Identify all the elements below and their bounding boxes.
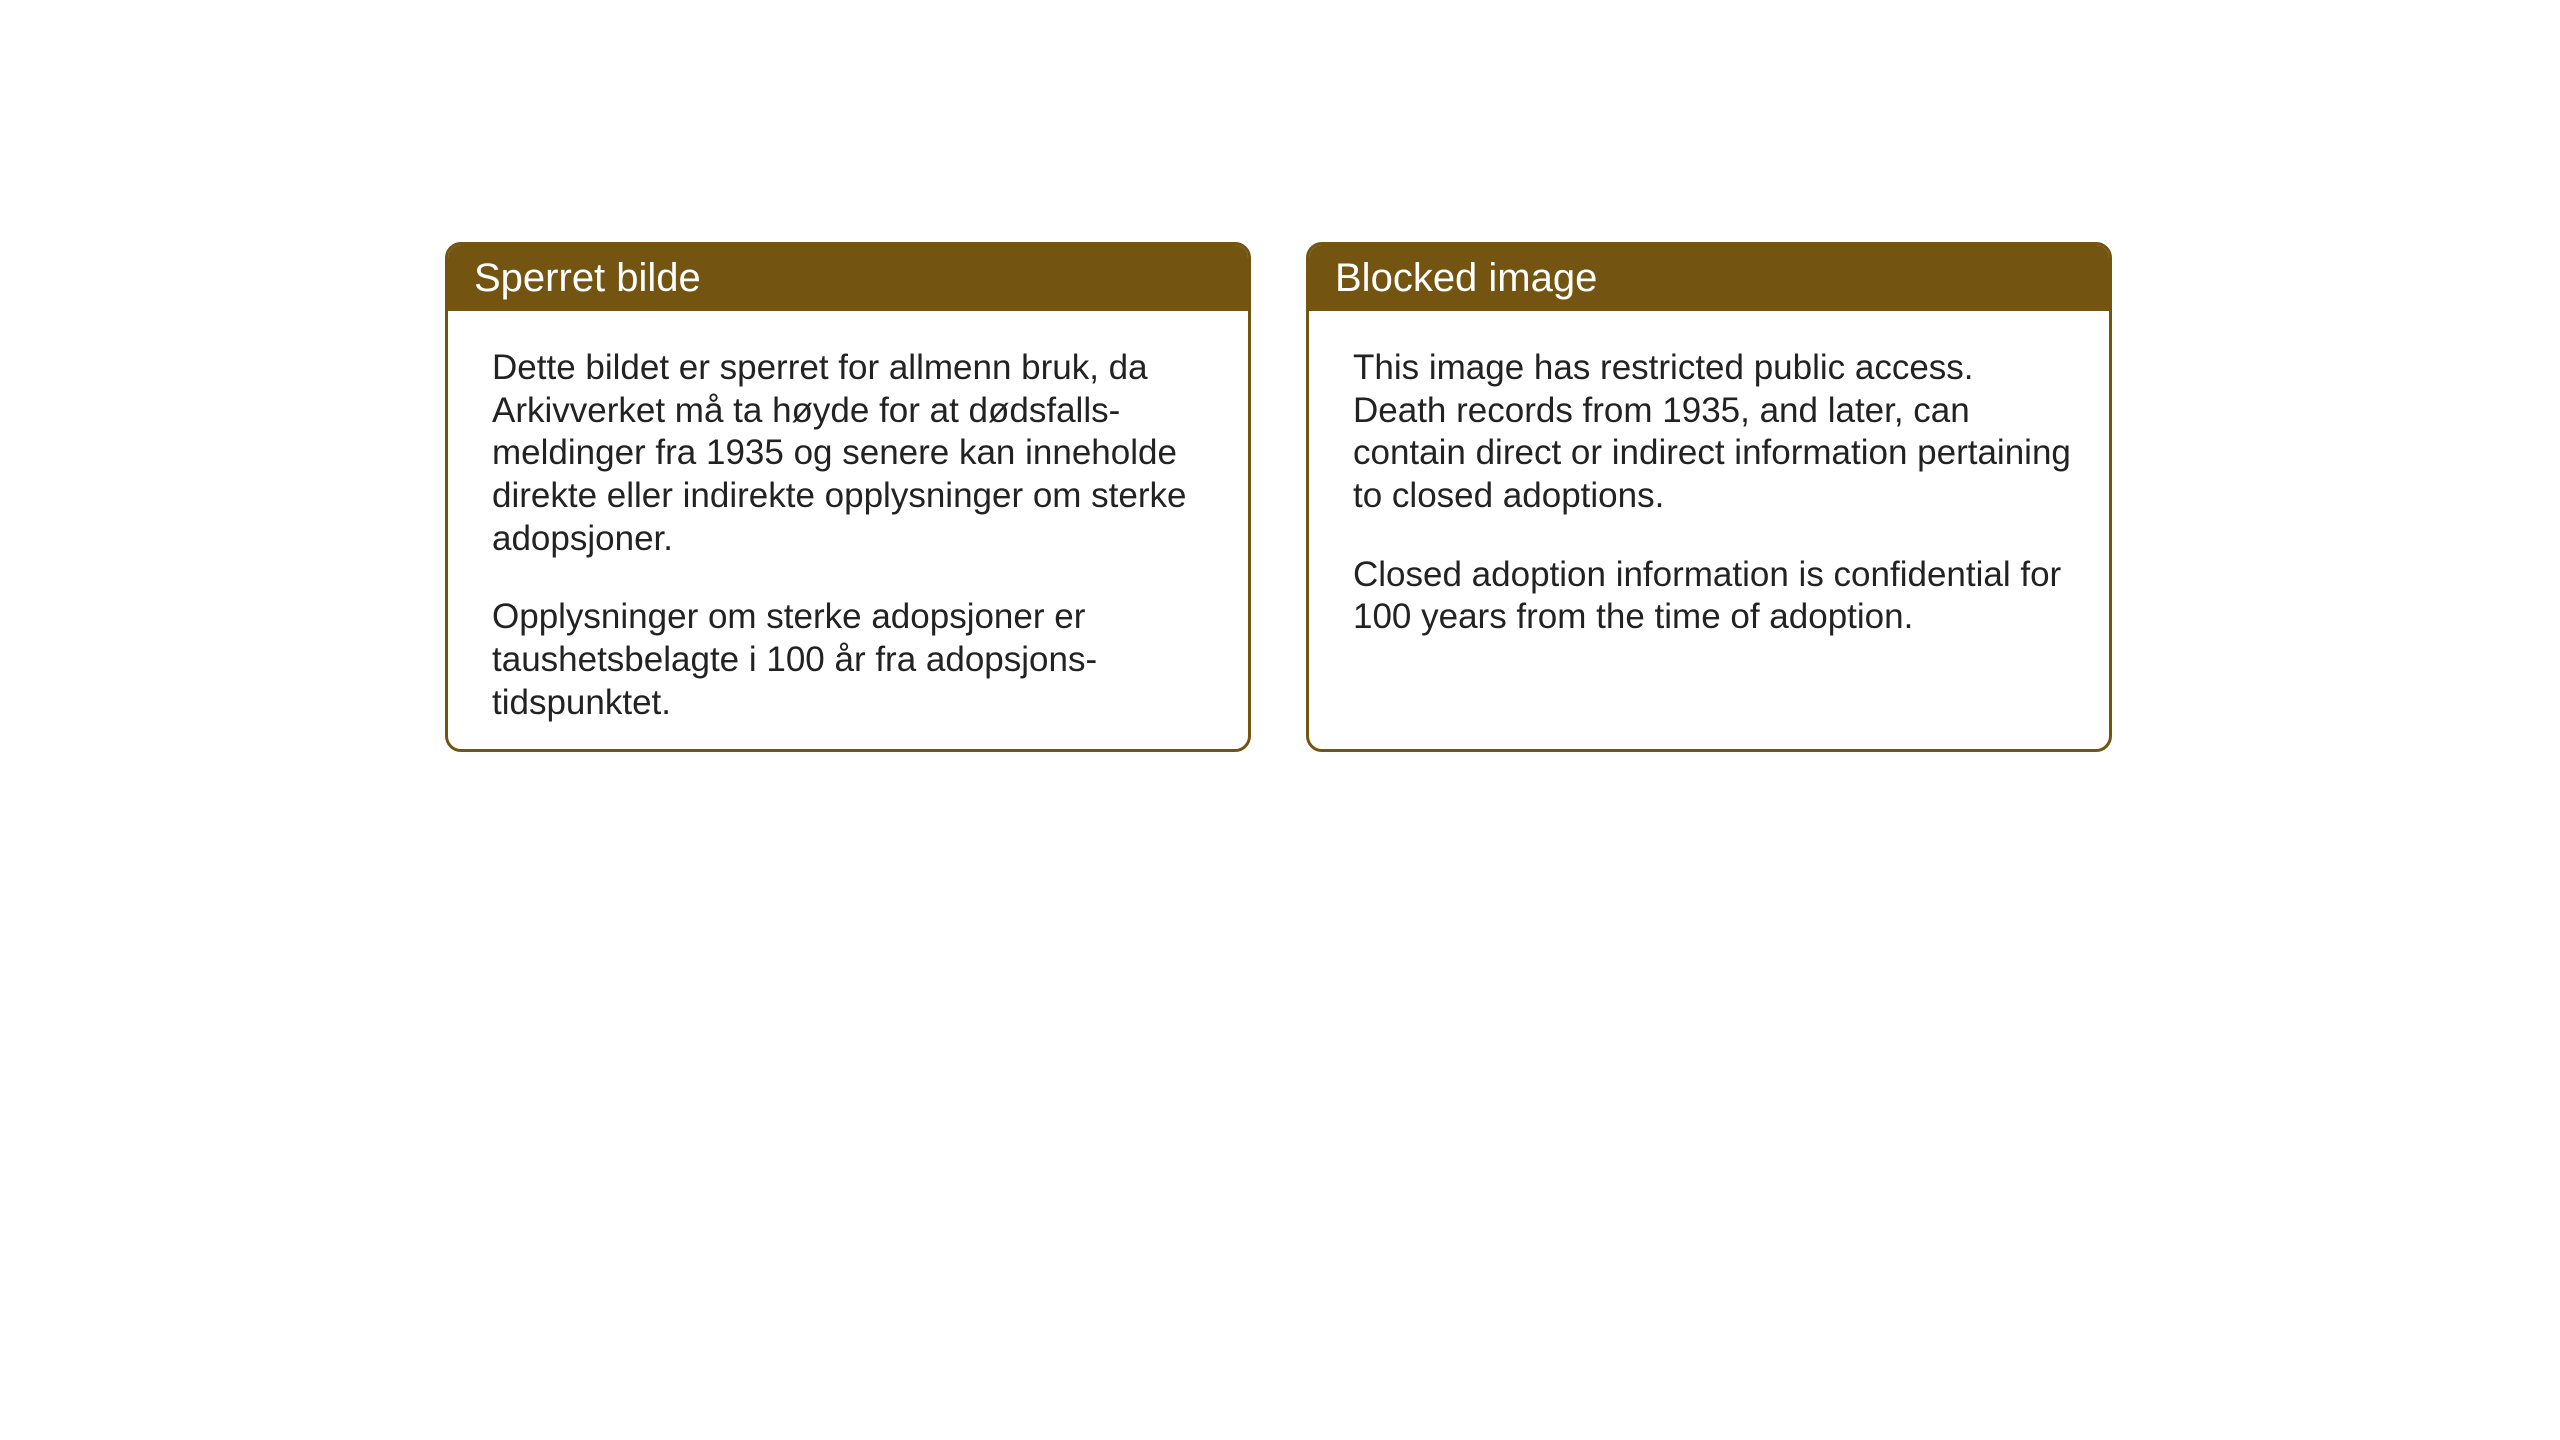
notice-header-english: Blocked image <box>1309 245 2109 311</box>
notice-header-norwegian: Sperret bilde <box>448 245 1248 311</box>
notice-body-english: This image has restricted public access.… <box>1309 311 2109 675</box>
notice-paragraph-norwegian-2: Opplysninger om sterke adopsjoner er tau… <box>492 596 1212 724</box>
notice-paragraph-english-1: This image has restricted public access.… <box>1353 347 2073 518</box>
notice-paragraph-english-2: Closed adoption information is confident… <box>1353 554 2073 639</box>
notice-body-norwegian: Dette bildet er sperret for allmenn bruk… <box>448 311 1248 752</box>
notice-card-norwegian: Sperret bilde Dette bildet er sperret fo… <box>445 242 1251 752</box>
notice-card-english: Blocked image This image has restricted … <box>1306 242 2112 752</box>
notice-container: Sperret bilde Dette bildet er sperret fo… <box>0 0 2560 752</box>
notice-paragraph-norwegian-1: Dette bildet er sperret for allmenn bruk… <box>492 347 1212 560</box>
